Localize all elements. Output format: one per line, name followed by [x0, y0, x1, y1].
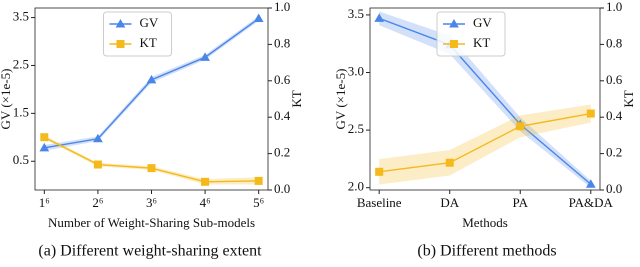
x-tick-label: DA: [440, 195, 459, 210]
y2-tick-label: 1.0: [606, 0, 622, 14]
y2-tick-label: 0.8: [274, 35, 290, 50]
y-axis-label: GV (×1e-5): [333, 69, 348, 130]
data-point: [445, 158, 454, 167]
x-axis-label: Number of Weight-Sharing Sub-models: [48, 215, 255, 230]
legend-label: GV: [473, 15, 492, 30]
legend-marker: [115, 18, 126, 28]
legend-label: KT: [140, 35, 157, 50]
data-point: [40, 133, 49, 142]
y2-tick-label: 0.2: [274, 145, 290, 160]
data-point: [147, 164, 156, 173]
y2-tick-label: 0.6: [606, 72, 623, 87]
legend-marker: [449, 18, 459, 28]
data-point: [93, 160, 102, 169]
subplot: 2.0 2.5 3.0 3.5 0.0 0.2 0.4 0.6 0.8 1.0 Baseline DA…: [333, 0, 636, 260]
data-point: [375, 167, 384, 176]
y2-axis-label: KT: [289, 90, 304, 107]
y-tick-label: 3.5: [348, 6, 364, 21]
y2-axis-label: KT: [621, 90, 636, 107]
x-axis-label: Methods: [462, 215, 508, 230]
data-point: [254, 176, 263, 185]
y-tick-label: 2.5: [13, 56, 29, 71]
y2-tick-label: 0.6: [274, 72, 291, 87]
y2-tick-label: 0.0: [274, 181, 290, 196]
error-band: [44, 135, 259, 185]
y-tick-label: 2.0: [348, 179, 364, 194]
legend-marker: [450, 40, 458, 48]
legend-label: KT: [473, 35, 490, 50]
data-point: [39, 142, 50, 152]
x-tick-label: 4⁶: [200, 195, 211, 210]
y-tick-label: 1.5: [13, 104, 29, 119]
x-tick-label: PA&DA: [569, 195, 614, 210]
y-tick-label: 0.5: [13, 152, 29, 167]
x-tick-label: 3⁶: [146, 195, 157, 210]
y2-tick-label: 0.4: [606, 108, 623, 123]
y2-tick-label: 0.4: [274, 108, 291, 123]
data-point: [585, 179, 596, 188]
x-tick-label: 5⁶: [253, 195, 264, 210]
legend-label: GV: [140, 15, 159, 30]
series-line: [379, 112, 591, 173]
y-tick-label: 3.0: [348, 63, 364, 78]
data-point: [253, 13, 264, 23]
legend-marker: [116, 40, 125, 48]
caption: (a) Different weight-sharing extent: [38, 243, 262, 260]
data-point: [586, 109, 595, 118]
legend-box: [436, 11, 506, 57]
data-point: [516, 122, 525, 131]
y2-tick-label: 1.0: [274, 0, 290, 14]
data-point: [93, 133, 103, 143]
y2-tick-label: 0.2: [606, 145, 622, 160]
y-tick-label: 2.5: [348, 121, 364, 136]
data-point: [201, 177, 210, 186]
y2-tick-label: 0.8: [606, 35, 622, 50]
data-point: [374, 13, 385, 22]
x-tick-label: 2⁶: [92, 195, 103, 210]
x-tick-label: Baseline: [357, 195, 402, 210]
x-tick-label: PA: [513, 195, 529, 210]
data-point: [200, 52, 210, 61]
y2-tick-label: 0.0: [606, 181, 622, 196]
y-tick-label: 3.5: [13, 9, 29, 24]
plot-frame: [369, 7, 601, 191]
legend-box: [103, 11, 172, 57]
y-axis-label: GV (×1e-5): [0, 69, 13, 130]
error-band: [379, 11, 591, 188]
data-point: [146, 74, 157, 84]
series-line: [378, 17, 592, 185]
subplot: 0.5 1.5 2.5 3.5 0.0 0.2 0.4 0.6 0.8 1.0 1⁶ 2⁶ 3⁶ 4⁶ 5⁶…: [0, 0, 304, 260]
x-tick-label: 1⁶: [39, 195, 50, 210]
caption: (b) Different methods: [417, 243, 556, 260]
